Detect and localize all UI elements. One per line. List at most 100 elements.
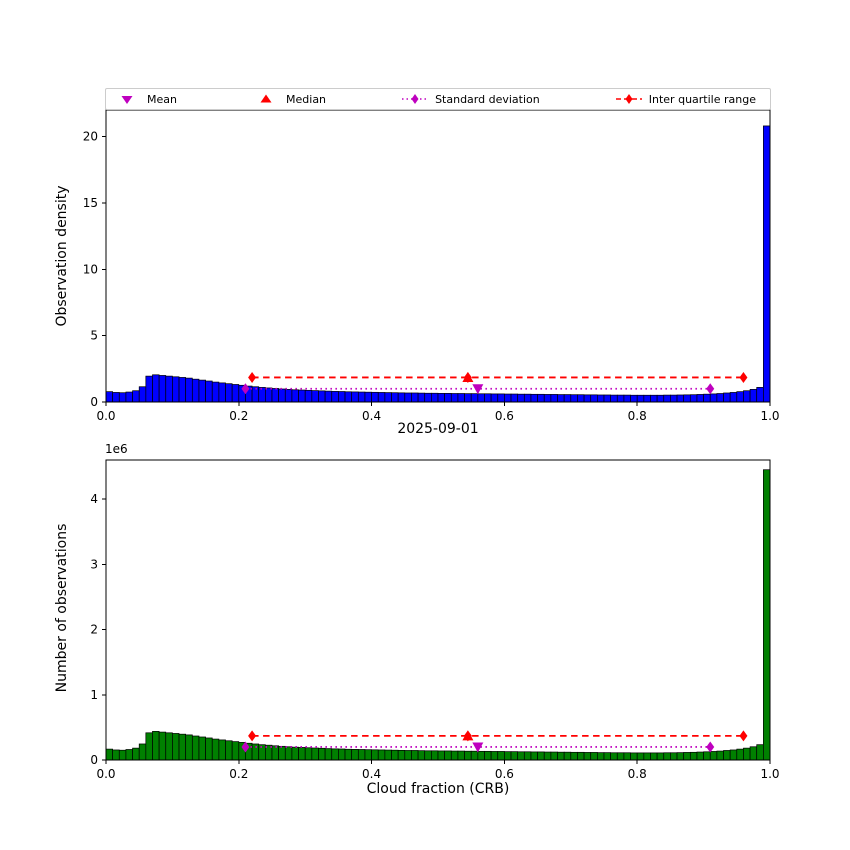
x-tick-label: 0.2 — [229, 409, 248, 423]
histogram-bar — [178, 733, 187, 761]
y-tick-label: 10 — [83, 262, 98, 276]
histogram-bar — [231, 741, 240, 761]
histogram-bar — [484, 750, 492, 761]
histogram-bar — [205, 737, 213, 761]
histogram-bar — [105, 391, 113, 403]
histogram-bar — [271, 745, 279, 761]
histogram-bar — [497, 393, 505, 403]
histogram-bar — [756, 387, 764, 403]
histogram-bar — [650, 752, 658, 761]
histogram-bar — [444, 750, 452, 761]
histogram-bar — [723, 392, 731, 403]
histogram-bar — [411, 750, 419, 761]
std-deviation-marker-icon — [402, 94, 429, 104]
histogram-bar — [470, 393, 479, 403]
histogram-bar — [703, 751, 711, 761]
histogram-bar — [689, 394, 698, 403]
histogram-bar — [172, 733, 180, 761]
histogram-bar — [338, 391, 346, 403]
histogram-bar — [570, 394, 578, 403]
histogram-bar — [377, 749, 386, 761]
histogram-bar — [749, 746, 758, 761]
histogram-bar — [211, 381, 220, 403]
histogram-bar — [112, 392, 120, 403]
histogram-bar — [218, 382, 226, 403]
histogram-bar — [590, 752, 598, 761]
histogram-bar — [258, 744, 266, 761]
histogram-bar — [543, 751, 552, 761]
histogram-bar — [709, 751, 718, 761]
histogram-bar — [517, 393, 525, 403]
histogram-bar — [152, 374, 160, 403]
x-tick-label: 0.8 — [628, 767, 647, 781]
histogram-bar — [537, 751, 545, 761]
histogram-bar — [344, 391, 353, 403]
histogram-bar — [450, 393, 459, 403]
histogram-bar — [763, 469, 771, 761]
histogram-bar — [404, 392, 412, 403]
histogram-bar — [703, 393, 711, 403]
histogram-bar — [643, 394, 651, 403]
figure-title: 2025-09-01 — [397, 421, 479, 437]
histogram-bar — [749, 389, 758, 403]
histogram-bar — [185, 377, 193, 403]
y-tick-label: 3 — [90, 557, 98, 571]
histogram-bar — [172, 376, 180, 403]
histogram-bar — [165, 375, 173, 403]
histogram-bar — [457, 750, 465, 761]
y-tick-label: 0 — [90, 753, 98, 767]
histogram-bar — [364, 749, 372, 761]
histogram-bar — [112, 749, 120, 761]
histogram-bar — [311, 390, 319, 403]
histogram-bar — [132, 390, 140, 403]
histogram-bar — [563, 394, 572, 403]
histogram-bar — [603, 752, 611, 761]
histogram-bar — [723, 750, 731, 761]
x-tick-label: 1.0 — [760, 767, 779, 781]
x-tick-label: 0.6 — [495, 767, 514, 781]
histogram-bar — [444, 393, 452, 403]
histogram-bar — [636, 752, 645, 761]
median-marker — [462, 371, 474, 382]
histogram-bar — [298, 747, 306, 761]
y-tick-label: 0 — [90, 395, 98, 409]
histogram-bar — [338, 748, 346, 761]
y-tick-label: 15 — [83, 196, 98, 210]
histogram-bar — [351, 749, 359, 761]
histogram-bar — [132, 747, 140, 761]
histogram-bar — [304, 389, 313, 403]
histogram-bar — [510, 393, 519, 403]
histogram-bar — [570, 751, 578, 761]
legend-label-mean: Mean — [147, 92, 177, 106]
histogram-bar — [577, 751, 585, 761]
density-histogram — [105, 125, 771, 403]
x-tick-label: 0.4 — [362, 409, 381, 423]
histogram-bar — [663, 752, 671, 761]
histogram-bar — [530, 393, 538, 403]
histogram-bar — [656, 752, 665, 761]
histogram-bar — [630, 752, 638, 761]
histogram-bar — [231, 384, 240, 403]
histogram-bar — [298, 389, 306, 403]
legend-item-mean: Mean — [112, 92, 177, 106]
mean-marker-icon — [121, 96, 133, 104]
histogram-bar — [424, 392, 432, 403]
histogram-bar — [404, 750, 412, 761]
histogram-bar — [504, 751, 512, 761]
histogram-bar — [218, 739, 226, 761]
bottom-y-axis-label: Number of observations — [54, 523, 70, 693]
histogram-bar — [118, 392, 127, 403]
histogram-bar — [477, 393, 485, 403]
histogram-bar — [670, 752, 678, 761]
histogram-bar — [344, 748, 353, 761]
histogram-bar — [331, 748, 339, 761]
histogram-bar — [603, 394, 611, 403]
iqr-q3-marker — [739, 730, 748, 742]
histogram-bar — [484, 393, 492, 403]
median-marker-icon — [260, 94, 272, 103]
histogram-bar — [583, 394, 592, 403]
histogram-bar — [311, 747, 319, 761]
histogram-bar — [291, 746, 299, 761]
histogram-bar — [709, 393, 718, 403]
histogram-bar — [557, 394, 565, 403]
